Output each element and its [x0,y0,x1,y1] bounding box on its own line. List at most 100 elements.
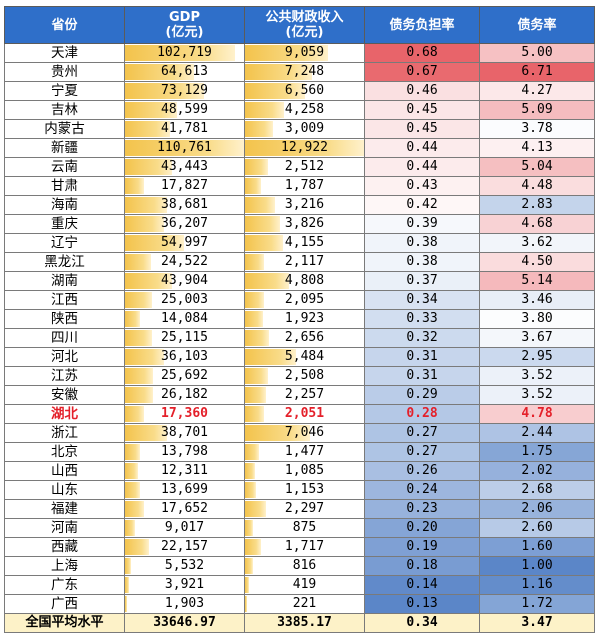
header-province: 省份 [4,6,125,44]
cell-province: 上海 [4,556,125,576]
cell-gdp-bar [125,83,204,99]
cell-gdp: 14,084 [124,309,245,329]
header-burden: 债务负担率 [364,6,480,44]
cell-gdp: 17,827 [124,176,245,196]
cell-gdp-value: 48,599 [161,102,208,117]
cell-gdp-value: 13,699 [161,482,208,497]
cell-burden: 0.31 [364,366,480,386]
cell-gdp-value: 54,997 [161,235,208,250]
cell-gdp-value: 43,443 [161,159,208,174]
table-row: 北京 13,798 1,477 0.27 1.75 [4,442,595,462]
cell-province: 重庆 [4,214,125,234]
cell-ratio: 5.00 [479,43,595,63]
cell-revenue-value: 419 [292,577,317,592]
table-row: 山东 13,699 1,153 0.24 2.68 [4,480,595,500]
cell-revenue-value: 221 [292,596,317,611]
cell-revenue-bar [245,216,281,232]
cell-revenue-bar [245,387,266,403]
cell-revenue-value: 2,297 [284,501,325,516]
cell-burden: 0.39 [364,214,480,234]
cell-burden: 0.37 [364,271,480,291]
cell-ratio: 2.02 [479,461,595,481]
cell-revenue: 4,808 [244,271,365,291]
header-revenue-line2: (亿元) [285,25,324,40]
header-row: 省份 GDP (亿元) 公共财政收入 (亿元) 债务负担率 债务率 [4,6,595,44]
cell-ratio: 3.78 [479,119,595,139]
cell-gdp-value: 41,781 [161,121,208,136]
cell-gdp: 26,182 [124,385,245,405]
cell-revenue: 6,560 [244,81,365,101]
cell-revenue-bar [245,406,264,422]
cell-revenue-bar [245,444,259,460]
header-revenue-line1: 公共财政收入 [265,10,344,25]
cell-revenue-value: 1,787 [284,178,325,193]
table-row: 辽宁 54,997 4,155 0.38 3.62 [4,233,595,253]
cell-revenue-value: 4,155 [284,235,325,250]
table-row: 宁夏 73,129 6,560 0.46 4.27 [4,81,595,101]
cell-burden: 0.45 [364,100,480,120]
cell-revenue-bar [245,178,262,194]
cell-revenue-value: 1,153 [284,482,325,497]
cell-gdp: 13,699 [124,480,245,500]
cell-revenue: 2,508 [244,366,365,386]
table-row: 湖南 43,904 4,808 0.37 5.14 [4,271,595,291]
cell-revenue-value: 2,257 [284,387,325,402]
cell-ratio: 1.60 [479,537,595,557]
cell-revenue: 5,484 [244,347,365,367]
cell-gdp-bar [125,596,128,612]
cell-province: 辽宁 [4,233,125,253]
cell-revenue-value: 2,508 [284,368,325,383]
cell-revenue-value: 816 [292,558,317,573]
table-row: 湖北 17,360 2,051 0.28 4.78 [4,404,595,424]
cell-revenue: 419 [244,575,365,595]
cell-revenue-value: 3,826 [284,216,325,231]
cell-gdp-bar [125,577,130,593]
table-row: 山西 12,311 1,085 0.26 2.02 [4,461,595,481]
cell-revenue-bar [245,64,312,80]
cell-province: 海南 [4,195,125,215]
cell-gdp-value: 25,692 [161,368,208,383]
cell-revenue-bar [245,159,269,175]
cell-gdp: 38,701 [124,423,245,443]
table-body: 天津 102,719 9,059 0.68 5.00 贵州 64,613 7,248 0.67 6… [4,43,595,614]
cell-burden: 0.26 [364,461,480,481]
cell-gdp: 17,360 [124,404,245,424]
cell-revenue-bar [245,539,261,555]
cell-revenue-bar [245,83,306,99]
cell-gdp-value: 14,084 [161,311,208,326]
cell-revenue-bar [245,463,255,479]
header-gdp-line1: GDP [169,10,200,25]
table-row: 四川 25,115 2,656 0.32 3.67 [4,328,595,348]
average-ratio: 3.47 [479,613,595,633]
cell-burden: 0.38 [364,233,480,253]
cell-gdp-value: 73,129 [161,83,208,98]
table-row: 吉林 48,599 4,258 0.45 5.09 [4,100,595,120]
cell-revenue-bar [245,368,269,384]
cell-ratio: 1.72 [479,594,595,614]
cell-gdp: 22,157 [124,537,245,557]
cell-province: 云南 [4,157,125,177]
cell-gdp: 24,522 [124,252,245,272]
cell-province: 宁夏 [4,81,125,101]
cell-revenue-value: 4,258 [284,102,325,117]
cell-revenue: 1,923 [244,309,365,329]
cell-ratio: 3.62 [479,233,595,253]
cell-ratio: 4.13 [479,138,595,158]
cell-revenue-value: 9,059 [284,45,325,60]
cell-province: 安徽 [4,385,125,405]
cell-gdp-bar [125,406,144,422]
header-revenue: 公共财政收入 (亿元) [244,6,365,44]
cell-revenue: 2,512 [244,157,365,177]
cell-gdp-bar [125,501,144,517]
cell-gdp-value: 24,522 [161,254,208,269]
cell-province: 福建 [4,499,125,519]
cell-province: 河北 [4,347,125,367]
cell-revenue-bar [245,520,254,536]
cell-revenue-value: 1,477 [284,444,325,459]
cell-revenue-value: 7,248 [284,64,325,79]
cell-gdp-value: 22,157 [161,539,208,554]
cell-gdp-bar [125,539,149,555]
average-burden: 0.34 [364,613,480,633]
cell-revenue: 3,009 [244,119,365,139]
cell-revenue: 2,656 [244,328,365,348]
